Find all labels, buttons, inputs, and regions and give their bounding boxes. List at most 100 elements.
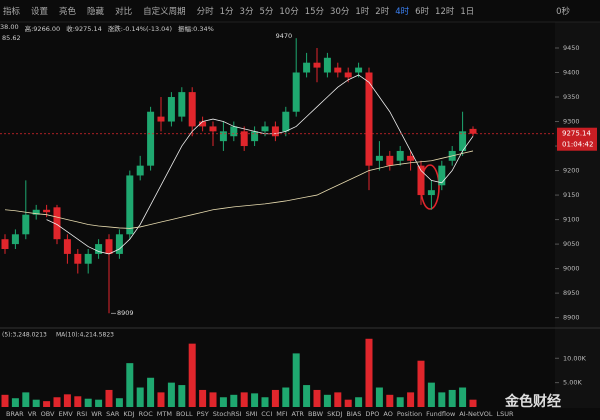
y-tick-label: 9050 bbox=[563, 240, 580, 248]
volume-bar bbox=[1, 394, 9, 407]
toolbar-item[interactable]: 5分 bbox=[259, 7, 274, 17]
candle-body bbox=[427, 190, 435, 196]
indicator-item: BOLL bbox=[175, 410, 193, 418]
candle-body bbox=[251, 131, 259, 142]
volume-bar bbox=[240, 392, 248, 407]
volume-bar bbox=[22, 392, 30, 407]
volume-bar bbox=[209, 392, 217, 407]
indicator-item: LSUR bbox=[496, 410, 514, 418]
candle-body bbox=[355, 67, 363, 73]
last-price-box bbox=[557, 127, 597, 151]
volume-bar bbox=[84, 398, 92, 407]
countdown: 01:04:42 bbox=[562, 141, 593, 149]
indicator-item: SKDJ bbox=[327, 410, 343, 418]
volume-bar bbox=[313, 389, 321, 407]
toolbar-item[interactable]: 亮色 bbox=[59, 7, 77, 17]
toolbar-item[interactable]: 4时 bbox=[395, 7, 410, 17]
left-value: 85.62 bbox=[2, 34, 21, 42]
volume-bar bbox=[459, 387, 467, 407]
y-tick-label: 9450 bbox=[563, 44, 580, 52]
candle-body bbox=[240, 131, 248, 147]
candle-body bbox=[438, 165, 446, 186]
v-tick-label: 10.00K bbox=[563, 354, 587, 362]
volume-bar bbox=[136, 387, 144, 407]
y-tick-label: 9150 bbox=[563, 191, 580, 199]
candle-body bbox=[344, 72, 352, 78]
toolbar-item[interactable]: 15分 bbox=[304, 7, 325, 17]
y-tick-label: 9000 bbox=[563, 265, 580, 273]
y-tick-label: 9350 bbox=[563, 93, 580, 101]
indicator-item: EMV bbox=[58, 410, 73, 418]
indicator-item: DPO bbox=[365, 410, 380, 418]
volume-bar bbox=[95, 399, 103, 407]
candle-body bbox=[261, 126, 269, 132]
high-marker: 9470 bbox=[276, 32, 293, 40]
volume-bar bbox=[126, 363, 134, 407]
volume-bar bbox=[271, 389, 279, 407]
candle-body bbox=[11, 234, 19, 245]
toolbar-item[interactable]: 1分 bbox=[219, 7, 234, 17]
low-marker: 8909 bbox=[117, 309, 134, 317]
y-tick-label: 8950 bbox=[563, 289, 580, 297]
volume-bar bbox=[323, 394, 331, 407]
candle-body bbox=[334, 67, 342, 73]
toolbar-item[interactable]: 隐藏 bbox=[87, 7, 105, 17]
indicator-item: SAR bbox=[106, 410, 120, 418]
candle-body bbox=[365, 72, 373, 166]
candle-body bbox=[271, 126, 279, 137]
indicator-item: VR bbox=[27, 410, 37, 418]
candle-body bbox=[22, 214, 30, 235]
toolbar-item[interactable]: 10分 bbox=[279, 7, 299, 17]
indicator-item: RSI bbox=[76, 410, 88, 418]
volume-bar bbox=[74, 396, 82, 407]
indicator-item: CCI bbox=[261, 410, 273, 418]
volume-bar bbox=[167, 382, 175, 407]
indicator-item: ROC bbox=[138, 410, 153, 418]
volume-bar bbox=[105, 389, 113, 407]
volume-bar bbox=[438, 392, 446, 407]
volume-bar bbox=[188, 343, 196, 407]
volume-bar bbox=[469, 399, 477, 407]
volume-bar bbox=[365, 338, 373, 407]
toolbar-item[interactable]: 3分 bbox=[239, 7, 254, 17]
ma-line bbox=[46, 74, 474, 255]
volume-bar bbox=[63, 394, 71, 407]
watermark: 金色财经 bbox=[504, 393, 561, 408]
candle-body bbox=[1, 239, 9, 250]
toolbar-item[interactable]: 30分 bbox=[330, 7, 350, 17]
volume-bar bbox=[251, 393, 259, 407]
candle-body bbox=[323, 57, 331, 73]
toolbar-item[interactable]: 12时 bbox=[435, 7, 455, 17]
toolbar-item[interactable]: 自定义周期 bbox=[143, 7, 186, 17]
toolbar-item[interactable]: 设置 bbox=[31, 7, 49, 17]
candle-body bbox=[63, 239, 71, 254]
indicator-item: ATR bbox=[291, 410, 304, 418]
volume-bar bbox=[157, 392, 165, 407]
candle-body bbox=[219, 131, 227, 142]
candle-body bbox=[43, 209, 51, 213]
volume-bar bbox=[427, 382, 435, 407]
toolbar-item[interactable]: 2时 bbox=[375, 7, 390, 17]
toolbar-item[interactable]: 1时 bbox=[355, 7, 370, 17]
candle-body bbox=[147, 111, 155, 166]
volume-bar bbox=[375, 387, 383, 407]
indicator-item: KDJ bbox=[123, 410, 135, 418]
indicator-bar: BRAR VR OBV EMV RSI WR SAR KDJ ROC MTM BOLL PSY Stoc… bbox=[0, 408, 600, 420]
candle-body bbox=[157, 116, 165, 122]
indicator-item: Fundflow bbox=[426, 410, 456, 418]
volume-bar bbox=[282, 387, 290, 407]
toolbar-item[interactable]: 1日 bbox=[460, 7, 475, 17]
candle-body bbox=[209, 126, 217, 132]
toolbar-item[interactable]: 6时 bbox=[415, 7, 430, 17]
toolbar-item[interactable]: 对比 bbox=[115, 7, 133, 17]
volume-info: (5):3,248.0213 bbox=[2, 332, 47, 339]
y-tick-label: 9300 bbox=[563, 118, 580, 126]
candle-body bbox=[167, 97, 175, 122]
toolbar-item[interactable]: 分时 bbox=[196, 7, 214, 17]
info-item: 涨跌:-0.14%(-13.04) bbox=[107, 25, 172, 33]
toolbar-item[interactable]: 指标 bbox=[3, 7, 21, 17]
volume-bar bbox=[386, 394, 394, 407]
indicator-item: AO bbox=[383, 410, 393, 418]
candle-body bbox=[230, 126, 238, 137]
